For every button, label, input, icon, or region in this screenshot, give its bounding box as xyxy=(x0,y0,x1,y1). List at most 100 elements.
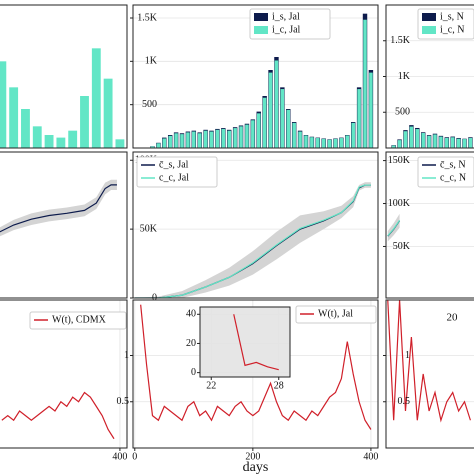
bar xyxy=(439,136,443,148)
plot-frame xyxy=(0,299,128,449)
legend-swatch xyxy=(422,13,436,21)
bar xyxy=(268,72,273,148)
plot-background xyxy=(386,300,474,448)
legend-label: i_s, Jal xyxy=(272,11,300,22)
series-line xyxy=(233,314,279,371)
bar xyxy=(327,139,332,148)
legend-label: c_c, Jal xyxy=(159,172,189,183)
x-tick-label: 200 xyxy=(245,451,260,462)
legend-label: c_c, N xyxy=(440,172,466,183)
plot-frame xyxy=(385,299,474,449)
bar xyxy=(221,128,226,148)
bar xyxy=(427,135,431,148)
y-tick-label: 1 xyxy=(405,350,410,361)
legend-box xyxy=(249,8,331,40)
bar xyxy=(310,137,314,148)
bar xyxy=(197,133,202,148)
bar xyxy=(445,137,449,148)
bar xyxy=(274,60,279,148)
bar xyxy=(403,131,408,148)
bar xyxy=(215,129,220,148)
legend-label: i_c, Jal xyxy=(272,24,301,35)
y-tick-label: 500 xyxy=(395,107,410,118)
bar xyxy=(456,138,461,148)
y-tick-label: 1K xyxy=(145,56,158,67)
bar xyxy=(450,137,455,148)
y-tick-label: 40 xyxy=(186,309,196,320)
bar xyxy=(321,138,326,148)
bar xyxy=(209,131,214,148)
bar xyxy=(298,131,302,148)
bar xyxy=(292,122,296,148)
plot-area xyxy=(0,48,125,148)
y-tick-label: 1K xyxy=(398,71,411,82)
bar xyxy=(44,135,54,148)
legend-label: c̄_s, N xyxy=(440,159,466,170)
plot-frame xyxy=(132,299,379,449)
bar xyxy=(251,120,255,148)
bar xyxy=(415,129,420,148)
plot-frame xyxy=(0,151,128,299)
bar xyxy=(103,78,113,148)
bar xyxy=(9,87,19,148)
legend-label: W(t), CDMX xyxy=(52,314,107,325)
confidence-band xyxy=(0,179,117,237)
bar xyxy=(192,131,196,148)
bar xyxy=(245,124,249,148)
bar xyxy=(174,133,178,148)
bar xyxy=(256,113,261,148)
bar xyxy=(203,130,208,148)
bar xyxy=(409,126,414,148)
bar xyxy=(304,135,308,148)
x-tick-label: 28 xyxy=(274,380,284,391)
bar xyxy=(239,126,243,148)
legend-label: c̄_s, Jal xyxy=(159,159,189,170)
bar xyxy=(433,134,437,148)
bar xyxy=(316,138,320,148)
plot-area xyxy=(386,300,474,423)
confidence-band xyxy=(387,213,400,242)
bar xyxy=(233,128,237,148)
legend-swatch xyxy=(254,13,268,21)
bar xyxy=(180,134,184,148)
bar xyxy=(32,126,42,148)
series-line xyxy=(387,219,401,237)
y-tick-label: 1.5K xyxy=(390,35,411,46)
plot-frame xyxy=(199,306,291,378)
legend-label: i_s, N xyxy=(440,11,464,22)
y-tick-label: 100K xyxy=(388,198,411,209)
y-tick-label: 50K xyxy=(393,241,411,252)
plot-frame xyxy=(0,4,128,149)
annotation: 20 xyxy=(447,312,459,324)
bar xyxy=(115,139,125,148)
bar xyxy=(369,72,373,148)
bar xyxy=(156,143,161,148)
bar xyxy=(397,140,402,148)
bar xyxy=(186,132,190,148)
x-tick-label: 0 xyxy=(132,451,137,462)
y-tick-label: 500 xyxy=(142,99,157,110)
bar xyxy=(339,138,344,148)
y-tick-label: 1.5K xyxy=(137,12,158,23)
legend-swatch xyxy=(254,26,268,34)
plot-area xyxy=(200,307,290,377)
bar xyxy=(0,61,7,148)
series-line xyxy=(387,300,471,423)
plot-area xyxy=(133,159,378,298)
bar xyxy=(80,96,89,148)
bar xyxy=(345,135,350,148)
legend-box xyxy=(295,305,377,324)
x-tick-label: 400 xyxy=(363,451,378,462)
plot-frame xyxy=(385,151,474,299)
bar xyxy=(468,137,473,148)
plot-area xyxy=(386,160,474,247)
x-tick-label: 400 xyxy=(112,451,127,462)
bar xyxy=(280,89,285,148)
y-tick-label: 0.5 xyxy=(398,396,411,407)
bar xyxy=(421,132,425,148)
x-tick-label: 22 xyxy=(206,380,216,391)
bar xyxy=(391,145,396,148)
y-tick-label: 0 xyxy=(191,367,196,378)
plot-frame xyxy=(132,151,379,299)
